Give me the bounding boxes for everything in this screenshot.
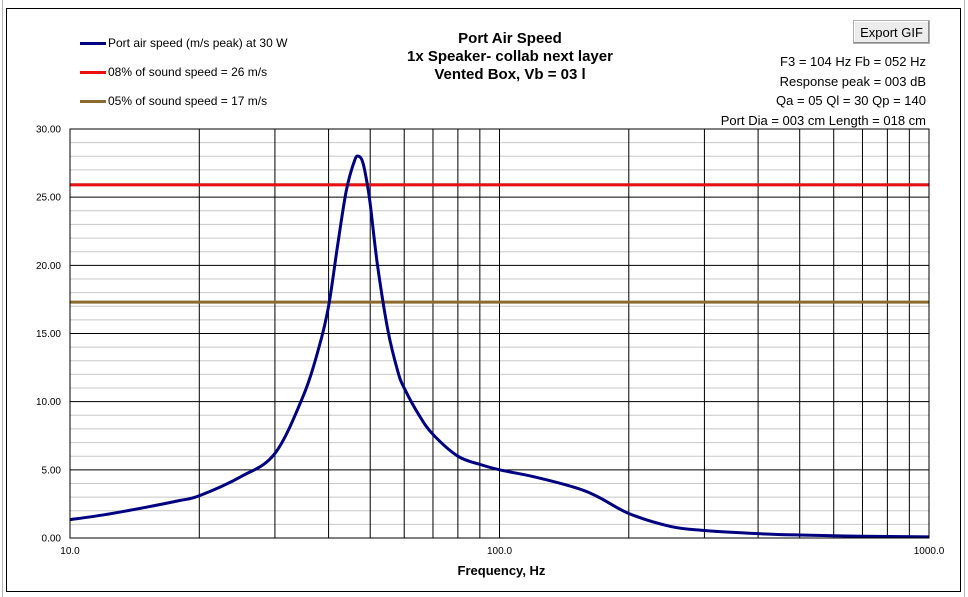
y-tick-label: 0.00 xyxy=(42,534,62,545)
sheet-gridline-left xyxy=(2,0,3,597)
chart-frame xyxy=(6,8,961,592)
legend-label-limit-low: 05% of sound speed = 17 m/s xyxy=(108,94,268,108)
legend-label-port-speed: Port air speed (m/s peak) at 30 W xyxy=(108,36,288,50)
y-tick-label: 25.00 xyxy=(36,193,61,204)
reference-lines xyxy=(70,183,929,304)
legend-swatch-curve xyxy=(80,41,106,45)
x-tick-label: 100.0 xyxy=(487,546,512,557)
legend-swatch-limit-low xyxy=(80,99,106,103)
y-tick-labels: 0.00 5.00 10.00 15.00 20.00 25.00 30.00 xyxy=(36,125,61,545)
y-tick-label: 10.00 xyxy=(36,397,61,408)
major-gridlines xyxy=(70,128,929,539)
x-axis-title: Frequency, Hz xyxy=(458,563,546,578)
y-tick-label: 5.00 xyxy=(42,465,62,476)
x-tick-labels: 10.0 100.0 1000.0 xyxy=(60,546,944,557)
x-tick-label: 1000.0 xyxy=(914,546,945,557)
legend-item-limit-low: 05% of sound speed = 17 m/s xyxy=(80,94,287,108)
info-line-f3-fb: F3 = 104 Hz Fb = 052 Hz xyxy=(780,54,926,69)
chart-legend: Port air speed (m/s peak) at 30 W 08% of… xyxy=(80,36,287,123)
y-tick-label: 15.00 xyxy=(36,329,61,340)
parameters-info: F3 = 104 Hz Fb = 052 Hz Response peak = … xyxy=(721,52,926,130)
chart-title: Port Air Speed 1x Speaker- collab next l… xyxy=(300,30,720,84)
info-line-port-dims: Port Dia = 003 cm Length = 018 cm xyxy=(720,112,926,128)
export-gif-button[interactable]: Export GIF xyxy=(853,20,930,44)
info-line-q-values: Qa = 05 Ql = 30 Qp = 140 xyxy=(776,93,926,108)
title-line-3: Vented Box, Vb = 03 l xyxy=(434,66,586,83)
y-tick-label: 20.00 xyxy=(36,261,61,272)
plot-border xyxy=(69,128,930,539)
title-line-1: Port Air Speed xyxy=(458,30,562,47)
info-line-response-peak: Response peak = 003 dB xyxy=(779,73,926,89)
x-tick-label: 10.0 xyxy=(60,546,80,557)
port-air-speed-curve xyxy=(69,154,930,539)
y-tick-label: 30.00 xyxy=(36,125,61,136)
legend-item-port-speed: Port air speed (m/s peak) at 30 W xyxy=(80,36,287,50)
legend-swatch-limit-high xyxy=(80,70,106,74)
sheet-gridline-right xyxy=(964,0,965,597)
legend-label-limit-high: 08% of sound speed = 26 m/s xyxy=(108,65,268,79)
legend-item-limit-high: 08% of sound speed = 26 m/s xyxy=(80,65,287,79)
title-line-2: 1x Speaker- collab next layer xyxy=(407,48,613,65)
